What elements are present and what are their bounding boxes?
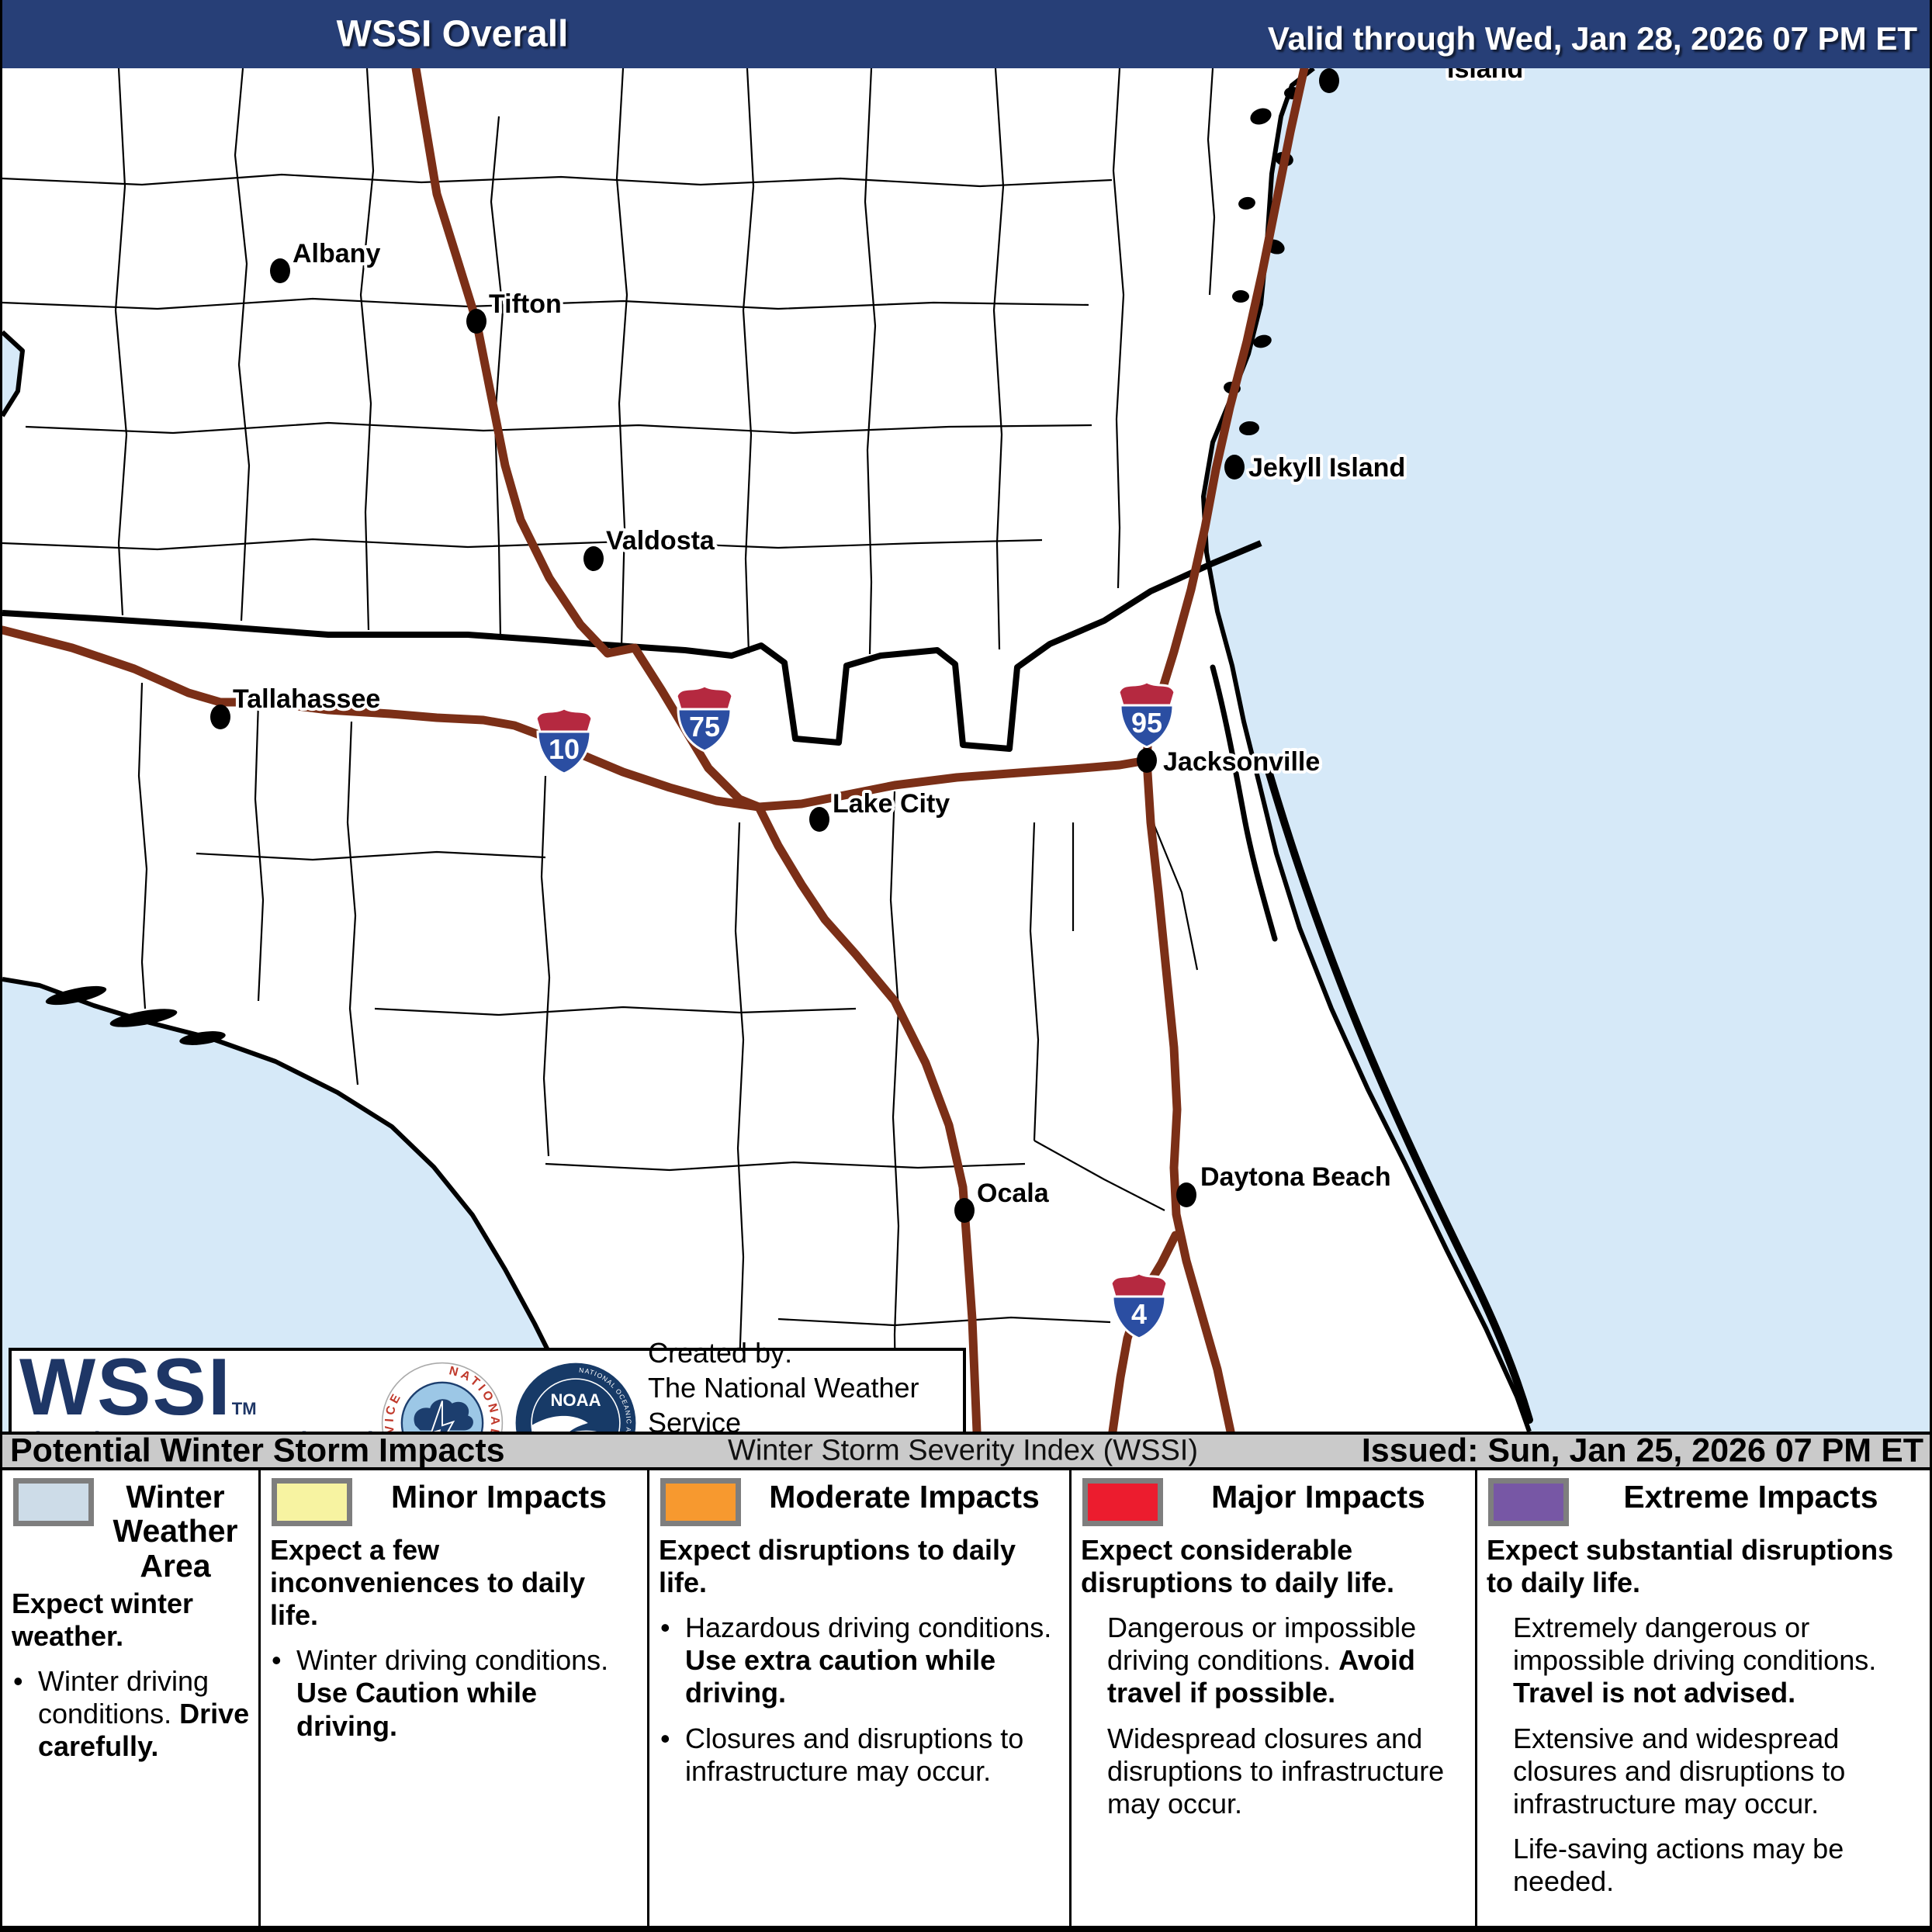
title-bar: WSSI Overall Valid through Wed, Jan 28, … xyxy=(2,0,1930,68)
county-boundaries xyxy=(2,68,1216,1432)
legend-column-winter-weather-area: Winter Weather Area Expect winter weather… xyxy=(2,1470,261,1926)
legend-swatch-extreme-impacts xyxy=(1488,1478,1569,1526)
trademark-symbol: TM xyxy=(231,1399,257,1419)
legend-item: Extensive and widespread closures and di… xyxy=(1513,1722,1846,1819)
city-dot xyxy=(270,258,290,283)
west-bay-coast xyxy=(2,330,25,417)
issued-text: Issued: Sun, Jan 25, 2026 07 PM ET xyxy=(1361,1432,1923,1470)
wssi-logo-text: WSSITM xyxy=(19,1342,257,1433)
subtitle-bar: Potential Winter Storm Impacts Winter St… xyxy=(2,1432,1930,1470)
legend-item: • Closures and disruptions to infrastruct… xyxy=(659,1723,1061,1788)
svg-text:4: 4 xyxy=(1131,1298,1147,1330)
map-area: 10 75 95 4 Albany Tifton Valdosta Tallahassee J… xyxy=(2,68,1930,1508)
legend-column-extreme-impacts: Extreme Impacts Expect substantial disrup… xyxy=(1477,1470,1930,1926)
city-label: Albany xyxy=(293,239,380,268)
legend-item: • Winter driving conditions. Use Caution … xyxy=(270,1644,639,1742)
city-dot xyxy=(1319,68,1339,93)
legend-title: Major Impacts xyxy=(1211,1479,1425,1515)
city-dot xyxy=(809,807,829,832)
legend-item: Extremely dangerous or impossible drivin… xyxy=(1513,1612,1877,1709)
city-label: Jekyll Island xyxy=(1248,453,1405,483)
city-label: Ocala xyxy=(977,1179,1050,1208)
page-title: WSSI Overall xyxy=(336,13,569,55)
legend-item: Life-saving actions may be needed. xyxy=(1513,1832,1844,1897)
city-label: Island xyxy=(1447,68,1523,84)
legend-lead-text: Expect considerable disruptions to daily… xyxy=(1081,1534,1395,1599)
legend-swatch-major-impacts xyxy=(1082,1478,1163,1526)
gulf-coastline xyxy=(2,977,585,1432)
legend-column-moderate-impacts: Moderate Impacts Expect disruptions to da… xyxy=(649,1470,1072,1926)
legend-item: Dangerous or impossible driving conditio… xyxy=(1107,1612,1417,1709)
city-label: Jacksonville xyxy=(1163,747,1320,777)
legend-column-minor-impacts: Minor Impacts Expect a few inconveniences… xyxy=(261,1470,649,1926)
legend-item: • Hazardous driving conditions. Use extra… xyxy=(659,1612,1061,1709)
city-dot xyxy=(1137,748,1157,773)
legend-title: Moderate Impacts xyxy=(769,1479,1040,1515)
legend-lead-text: Expect a few inconveniences to daily lif… xyxy=(270,1534,586,1632)
legend-item-text: Hazardous driving conditions. Use extra … xyxy=(685,1612,1052,1709)
legend-item: Widespread closures and disruptions to i… xyxy=(1107,1722,1445,1819)
city-label: Lake City xyxy=(833,789,950,819)
svg-text:10: 10 xyxy=(549,733,580,765)
state-border xyxy=(2,540,1262,752)
city-label: Daytona Beach xyxy=(1200,1162,1391,1192)
city-label: Tallahassee xyxy=(233,684,380,714)
bullet-icon: • xyxy=(272,1644,282,1677)
west-bay xyxy=(2,332,23,416)
noaa-wordmark: NOAA xyxy=(550,1390,601,1409)
highway-i75 xyxy=(411,68,982,1432)
intracoastal-waterway xyxy=(1210,664,1278,942)
legend-swatch-winter-weather-area xyxy=(13,1478,94,1526)
gulf-of-mexico xyxy=(2,979,583,1432)
legend-item-text: Winter driving conditions. Use Caution w… xyxy=(296,1644,609,1742)
svg-text:75: 75 xyxy=(689,711,720,743)
legend-title: Extreme Impacts xyxy=(1623,1479,1878,1515)
legend-title: Minor Impacts xyxy=(391,1479,607,1515)
interstate-shields: 10 75 95 4 xyxy=(535,680,1176,1340)
bullet-icon: • xyxy=(660,1722,670,1754)
interstate-shield-75: 75 xyxy=(675,684,734,753)
city-markers: Albany Tifton Valdosta Tallahassee Jekyll Is… xyxy=(210,68,1526,1223)
legend-item-text: Winter driving conditions. Drive careful… xyxy=(38,1665,250,1763)
svg-text:95: 95 xyxy=(1131,707,1162,739)
legend-item: • Winter driving conditions. Drive carefu… xyxy=(12,1665,251,1763)
legend-lead-text: Expect disruptions to daily life. xyxy=(659,1534,1016,1599)
interstate-shield-4: 4 xyxy=(1110,1272,1169,1340)
city-dot xyxy=(210,705,230,729)
legend-lead-text: Expect substantial disruptions to daily … xyxy=(1487,1534,1894,1599)
bullet-icon: • xyxy=(13,1665,23,1698)
city-dot xyxy=(466,309,486,334)
legend-lead-text: Expect winter weather. xyxy=(12,1587,194,1652)
created-by-label: Created by: xyxy=(648,1337,793,1369)
city-label: Tifton xyxy=(489,289,562,319)
severity-map: 10 75 95 4 Albany Tifton Valdosta Tallahassee J… xyxy=(2,68,1930,1432)
city-dot xyxy=(954,1198,975,1223)
city-dot xyxy=(583,546,604,571)
legend-swatch-moderate-impacts xyxy=(660,1478,741,1526)
legend-item-text: Closures and disruptions to infrastructu… xyxy=(685,1722,1024,1787)
created-by-org: The National Weather Service xyxy=(648,1372,919,1439)
legend-column-major-impacts: Major Impacts Expect considerable disrupt… xyxy=(1072,1470,1477,1926)
legend-title: Winter Weather Area xyxy=(113,1479,238,1584)
city-dot xyxy=(1224,455,1245,480)
impacts-heading: Potential Winter Storm Impacts xyxy=(10,1432,505,1470)
index-name: Winter Storm Severity Index (WSSI) xyxy=(727,1434,1199,1467)
city-label: Valdosta xyxy=(606,526,715,556)
interstate-shield-10: 10 xyxy=(535,707,594,775)
interstate-shield-95: 95 xyxy=(1117,680,1176,749)
city-dot xyxy=(1176,1182,1196,1207)
impacts-legend: Winter Weather Area Expect winter weather… xyxy=(2,1470,1930,1932)
valid-through-text: Valid through Wed, Jan 28, 2026 07 PM ET xyxy=(1267,20,1917,57)
barrier-islands xyxy=(1262,757,1533,1424)
bullet-icon: • xyxy=(660,1612,670,1644)
legend-swatch-minor-impacts xyxy=(272,1478,352,1526)
